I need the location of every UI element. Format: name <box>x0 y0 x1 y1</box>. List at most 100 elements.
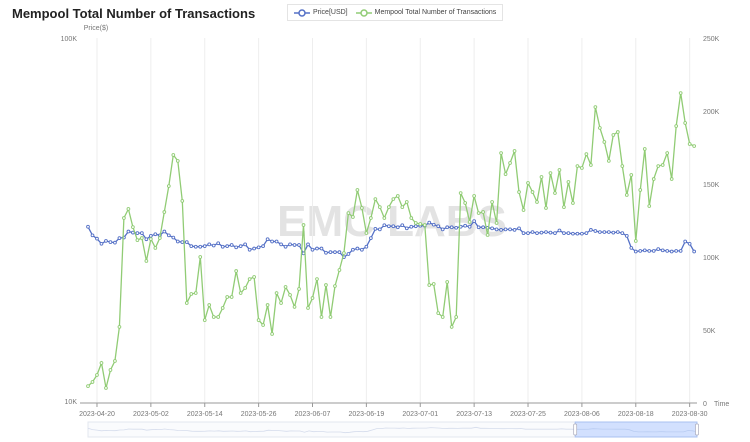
x-tick-label: 2023-08-06 <box>564 411 600 418</box>
data-point <box>355 188 360 192</box>
data-point <box>252 246 256 251</box>
zoom-slider-selection[interactable] <box>574 421 698 438</box>
data-point <box>283 244 288 249</box>
data-point <box>651 249 656 253</box>
data-point <box>261 323 265 327</box>
data-point <box>225 295 230 299</box>
data-point <box>108 368 113 372</box>
data-point <box>409 216 414 220</box>
data-point <box>355 246 360 251</box>
data-point <box>611 230 616 235</box>
data-point <box>669 177 674 181</box>
data-point <box>95 236 99 241</box>
data-point <box>598 126 602 130</box>
data-point <box>364 244 369 249</box>
data-point <box>508 161 512 165</box>
data-point <box>193 244 198 249</box>
data-point <box>337 268 342 272</box>
legend: Price[USD] Mempool Total Number of Trans… <box>287 4 504 21</box>
data-point <box>606 159 611 163</box>
data-point <box>620 164 625 168</box>
data-point <box>566 180 571 184</box>
data-point <box>427 283 432 287</box>
data-point <box>624 234 629 238</box>
data-point <box>571 231 575 236</box>
data-point <box>553 191 557 195</box>
legend-item-price[interactable]: Price[USD] <box>294 8 348 17</box>
data-point <box>575 231 580 236</box>
data-point <box>589 163 593 167</box>
data-point <box>189 292 194 296</box>
data-point <box>544 206 548 210</box>
data-point <box>481 210 485 214</box>
data-point <box>431 282 436 286</box>
x-tick-label: 2023-08-18 <box>618 411 654 418</box>
zoom-slider-handle[interactable] <box>573 423 578 436</box>
data-point <box>656 164 661 168</box>
data-point <box>494 227 499 232</box>
data-point <box>162 210 167 214</box>
data-point <box>422 223 427 227</box>
data-point <box>104 239 108 243</box>
data-point <box>535 231 539 235</box>
series-line <box>87 220 695 258</box>
data-point <box>256 318 261 322</box>
data-point <box>324 250 328 255</box>
data-point <box>369 216 373 220</box>
data-point <box>86 224 90 229</box>
data-point <box>166 233 171 238</box>
data-point <box>234 245 239 250</box>
data-point <box>247 247 252 252</box>
data-point <box>391 197 396 201</box>
zoom-slider-preview <box>87 426 698 434</box>
data-point <box>566 231 571 235</box>
legend-item-mempool[interactable]: Mempool Total Number of Transactions <box>355 8 496 17</box>
data-point <box>656 247 661 251</box>
data-point <box>360 206 364 210</box>
data-point <box>615 130 620 134</box>
data-point <box>207 303 212 307</box>
data-point <box>535 200 539 204</box>
data-point <box>472 194 476 198</box>
data-point <box>315 277 319 281</box>
data-point <box>445 225 450 230</box>
data-point <box>261 244 265 248</box>
data-point <box>180 240 185 244</box>
data-point <box>337 250 342 254</box>
x-tick-label: 2023-07-13 <box>456 411 492 418</box>
data-point <box>620 231 625 235</box>
data-point <box>99 241 104 246</box>
data-point <box>580 231 584 236</box>
data-point <box>494 221 499 225</box>
data-point <box>678 91 683 95</box>
data-point <box>413 224 418 229</box>
x-tick-label: 2023-05-02 <box>133 411 169 418</box>
x-tick-label: 2023-04-20 <box>79 411 115 418</box>
data-point <box>548 230 553 235</box>
right-tick-label: 250K <box>703 36 720 43</box>
data-point <box>454 225 459 230</box>
data-point <box>517 226 521 231</box>
data-point <box>243 242 247 247</box>
data-point <box>175 159 180 163</box>
data-point <box>490 226 494 231</box>
data-point <box>692 249 696 254</box>
data-point <box>386 224 391 229</box>
zoom-slider-handle[interactable] <box>695 423 699 436</box>
data-point <box>270 332 274 336</box>
data-point <box>292 243 297 247</box>
data-point <box>436 311 441 315</box>
data-point <box>108 240 113 244</box>
data-point <box>611 133 616 137</box>
x-tick-label: 2023-06-19 <box>348 411 384 418</box>
data-point <box>256 245 261 250</box>
data-point <box>454 315 459 319</box>
x-tick-label: 2023-08-30 <box>672 411 708 418</box>
data-point <box>476 225 481 230</box>
chart-title: Mempool Total Number of Transactions <box>12 6 256 21</box>
data-point <box>647 249 652 253</box>
data-point <box>265 237 270 242</box>
data-point <box>606 230 611 234</box>
data-point <box>171 235 176 240</box>
data-point <box>669 249 674 254</box>
